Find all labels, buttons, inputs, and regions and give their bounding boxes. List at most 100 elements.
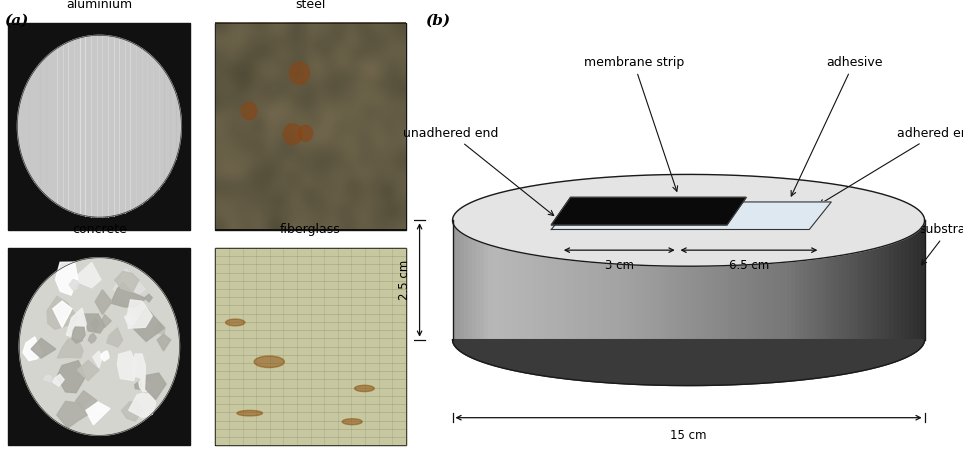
- Polygon shape: [453, 174, 924, 266]
- Polygon shape: [921, 220, 924, 340]
- Polygon shape: [664, 220, 669, 340]
- Polygon shape: [559, 220, 562, 340]
- Polygon shape: [547, 220, 551, 340]
- Polygon shape: [76, 391, 97, 410]
- Polygon shape: [798, 220, 802, 340]
- Polygon shape: [849, 220, 854, 340]
- Polygon shape: [464, 220, 468, 340]
- Polygon shape: [819, 220, 822, 340]
- Polygon shape: [17, 35, 181, 217]
- Polygon shape: [669, 220, 673, 340]
- Text: 2.5 cm: 2.5 cm: [399, 260, 411, 300]
- Polygon shape: [893, 220, 898, 340]
- Polygon shape: [771, 220, 775, 340]
- Polygon shape: [791, 220, 794, 340]
- Polygon shape: [66, 308, 87, 339]
- Polygon shape: [95, 290, 112, 314]
- Polygon shape: [460, 220, 464, 340]
- Polygon shape: [673, 220, 677, 340]
- Polygon shape: [157, 334, 170, 351]
- Text: aluminium: aluminium: [66, 0, 133, 11]
- Polygon shape: [515, 220, 519, 340]
- Polygon shape: [145, 373, 166, 399]
- Polygon shape: [708, 220, 713, 340]
- Polygon shape: [117, 351, 137, 381]
- Polygon shape: [127, 300, 152, 328]
- Polygon shape: [807, 220, 811, 340]
- Polygon shape: [552, 202, 831, 230]
- Polygon shape: [566, 220, 570, 340]
- Text: 3 cm: 3 cm: [605, 259, 634, 272]
- Polygon shape: [121, 402, 143, 421]
- Polygon shape: [677, 220, 681, 340]
- Polygon shape: [747, 220, 751, 340]
- Polygon shape: [58, 339, 83, 358]
- Polygon shape: [838, 220, 842, 340]
- Polygon shape: [468, 220, 472, 340]
- Polygon shape: [700, 220, 704, 340]
- Polygon shape: [760, 220, 764, 340]
- Polygon shape: [826, 220, 830, 340]
- Polygon shape: [101, 351, 109, 361]
- Polygon shape: [913, 220, 917, 340]
- Polygon shape: [115, 271, 139, 292]
- Polygon shape: [720, 220, 724, 340]
- Polygon shape: [523, 220, 528, 340]
- Polygon shape: [583, 220, 586, 340]
- Polygon shape: [724, 220, 728, 340]
- Polygon shape: [453, 340, 924, 386]
- Polygon shape: [641, 220, 645, 340]
- Polygon shape: [488, 220, 492, 340]
- Text: unadhered end: unadhered end: [403, 127, 554, 216]
- Polygon shape: [716, 220, 720, 340]
- Polygon shape: [519, 220, 523, 340]
- Polygon shape: [794, 220, 798, 340]
- Polygon shape: [622, 220, 626, 340]
- Polygon shape: [476, 220, 480, 340]
- Polygon shape: [72, 263, 101, 288]
- Polygon shape: [696, 220, 700, 340]
- Polygon shape: [834, 220, 838, 340]
- Polygon shape: [480, 220, 484, 340]
- Polygon shape: [822, 220, 826, 340]
- Circle shape: [299, 125, 313, 141]
- Polygon shape: [139, 378, 150, 392]
- Polygon shape: [657, 220, 661, 340]
- Polygon shape: [43, 375, 52, 382]
- Polygon shape: [96, 405, 105, 411]
- Polygon shape: [751, 220, 755, 340]
- Polygon shape: [69, 280, 78, 291]
- Polygon shape: [815, 220, 819, 340]
- Polygon shape: [57, 361, 86, 393]
- Text: (a): (a): [4, 14, 29, 28]
- Polygon shape: [562, 220, 566, 340]
- Polygon shape: [905, 220, 909, 340]
- Polygon shape: [626, 220, 630, 340]
- Polygon shape: [528, 220, 532, 340]
- Polygon shape: [768, 220, 771, 340]
- Polygon shape: [901, 220, 905, 340]
- Polygon shape: [732, 220, 736, 340]
- Ellipse shape: [354, 385, 375, 392]
- Polygon shape: [743, 220, 747, 340]
- Polygon shape: [685, 220, 689, 340]
- Text: substrate: substrate: [919, 223, 963, 265]
- Polygon shape: [594, 220, 598, 340]
- Polygon shape: [846, 220, 849, 340]
- Polygon shape: [649, 220, 653, 340]
- Text: adhered end: adhered end: [820, 127, 963, 204]
- Polygon shape: [704, 220, 708, 340]
- Polygon shape: [881, 220, 885, 340]
- Polygon shape: [155, 321, 165, 334]
- Text: fiberglass: fiberglass: [280, 224, 341, 236]
- Circle shape: [242, 102, 257, 120]
- Polygon shape: [661, 220, 664, 340]
- Polygon shape: [552, 197, 746, 225]
- Polygon shape: [811, 220, 815, 340]
- Polygon shape: [692, 220, 696, 340]
- Polygon shape: [555, 220, 559, 340]
- Polygon shape: [638, 220, 641, 340]
- Polygon shape: [645, 220, 649, 340]
- Polygon shape: [613, 220, 617, 340]
- Polygon shape: [858, 220, 862, 340]
